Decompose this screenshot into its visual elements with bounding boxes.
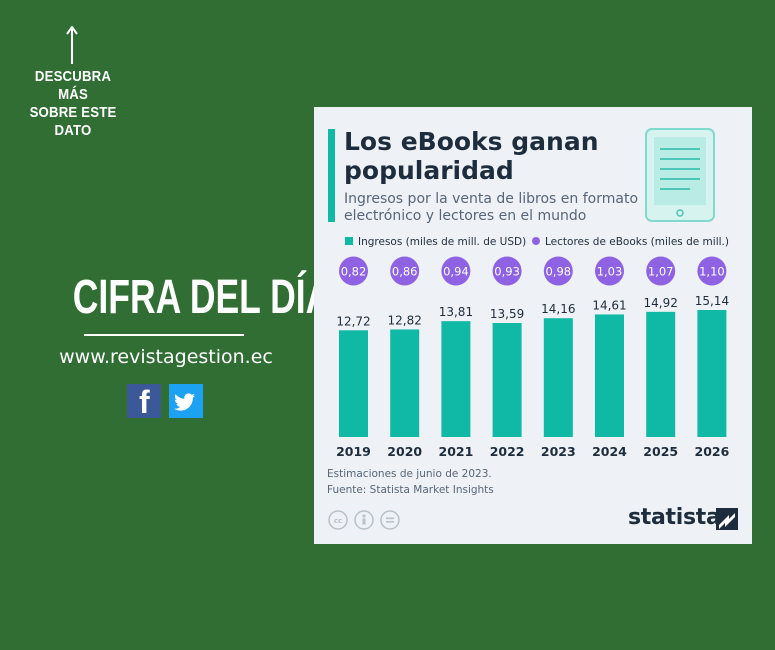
year-tick-label: 2023 [541,444,576,459]
revenue-value-label: 14,92 [644,296,678,310]
estimate-note: Estimaciones de junio de 2023. [327,468,492,480]
revenue-bar [339,330,368,437]
legend-swatch-readers [532,237,540,245]
reader-value-label: 0,98 [545,265,571,279]
svg-text:cc: cc [334,517,342,525]
year-tick-label: 2025 [643,444,678,459]
revenue-value-label: 15,14 [695,294,729,308]
reader-badge [492,256,522,286]
facebook-icon[interactable]: f [127,384,161,418]
twitter-icon[interactable] [169,384,203,418]
reader-value-label: 1,03 [597,265,623,279]
headline: CIFRA DEL DÍA [72,271,332,324]
chart-title: Los eBooks ganan popularidad [344,127,599,185]
year-tick-label: 2022 [490,444,525,459]
chart-note: Estimaciones de junio de 2023. Fuente: S… [327,466,494,498]
reader-badge [595,256,624,286]
reader-value-label: 0,86 [392,265,418,279]
website-link[interactable]: www.revistagestion.ec [59,346,273,368]
year-tick-label: 2020 [387,444,422,459]
reader-value-label: 0,94 [443,265,469,279]
revenue-bar [543,318,573,437]
infographic-card: Los eBooks ganan popularidad Ingresos po… [314,107,752,544]
reader-badge [441,256,471,286]
revenue-value-label: 13,81 [439,305,473,319]
legend-item-revenue: Ingresos (miles de mill. de USD) [345,236,526,248]
reader-badge [697,256,727,286]
chart-subtitle: Ingresos por la venta de libros en forma… [344,191,639,224]
arrow-up-icon [66,26,78,64]
legend-label-readers: Lectores de eBooks (miles de mill.) [545,236,729,248]
year-tick-label: 2026 [695,444,730,459]
bar-chart: 0,82 12,72 2019 0,86 12,82 2020 0,94 13,81 2021 0… [336,256,730,459]
revenue-value-label: 14,61 [592,298,626,312]
reader-value-label: 1,10 [699,265,725,279]
source-note: Fuente: Statista Market Insights [327,484,494,496]
revenue-value-label: 13,59 [490,307,524,321]
revenue-bar [595,314,624,437]
reader-badge [390,256,420,286]
legend-label-revenue: Ingresos (miles de mill. de USD) [358,236,527,248]
revenue-bar [646,311,676,437]
legend-swatch-revenue [345,237,353,245]
reader-value-label: 1,07 [648,265,674,279]
year-tick-label: 2024 [592,444,627,459]
reader-badge [543,256,573,286]
brand-wordmark: statista [628,505,721,530]
year-tick-label: 2019 [336,444,371,459]
year-tick-label: 2021 [439,444,474,459]
revenue-bar [492,323,522,437]
ereader-icon [645,128,715,222]
revenue-value-label: 14,16 [541,302,575,316]
reader-value-label: 0,82 [341,265,367,279]
reader-badge [646,256,676,286]
reader-badge [339,256,368,286]
revenue-value-label: 12,82 [388,313,422,327]
statista-logo-icon [716,508,738,530]
revenue-bar [697,310,727,437]
more-data-link[interactable]: DESCUBRA MÁS SOBRE ESTE DATO [29,68,117,139]
divider [84,334,244,336]
revenue-value-label: 12,72 [336,314,370,328]
revenue-bar [390,329,420,437]
cc-license-icon[interactable]: cc [327,509,409,531]
title-accent-bar [328,129,335,222]
revenue-bar [441,321,471,437]
legend-item-readers: Lectores de eBooks (miles de mill.) [532,236,729,248]
reader-value-label: 0,93 [494,265,520,279]
